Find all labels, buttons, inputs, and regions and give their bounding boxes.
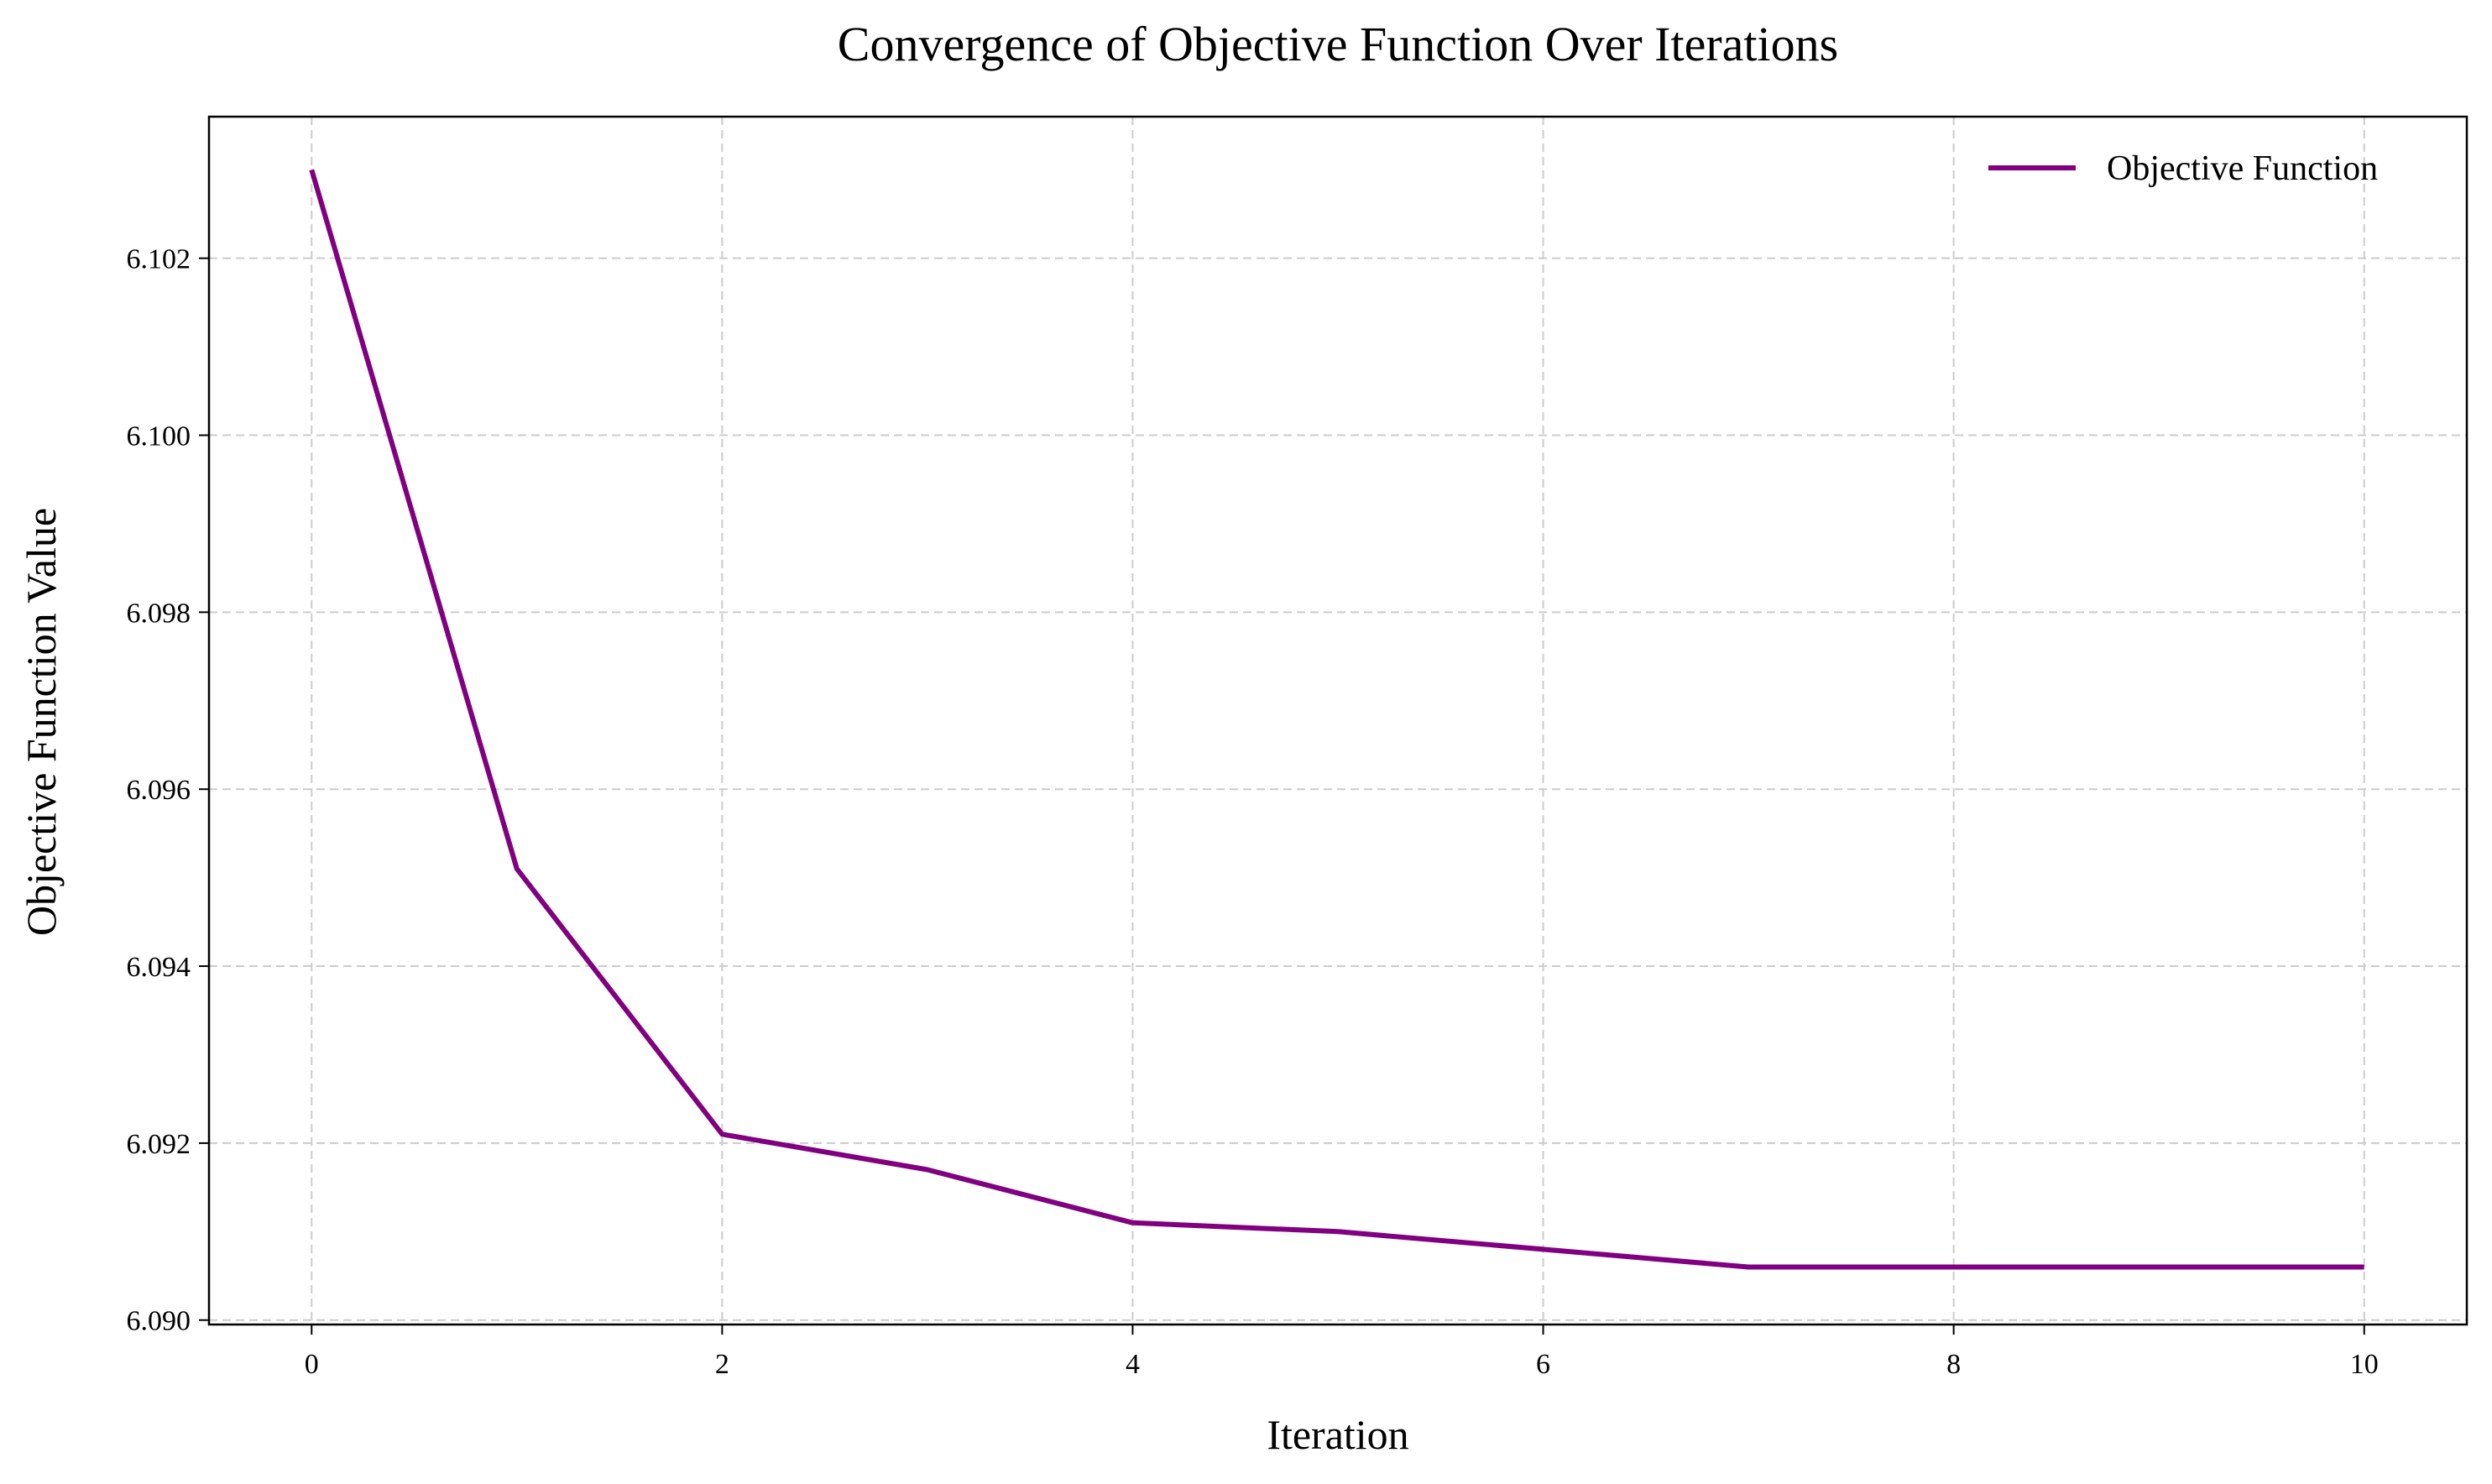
y-tick-label: 6.102 xyxy=(127,244,191,275)
grid-layer xyxy=(209,117,2467,1325)
y-tick-label: 6.090 xyxy=(127,1306,191,1337)
legend-label: Objective Function xyxy=(2107,149,2378,188)
series-line xyxy=(309,169,2364,1270)
chart-title: Convergence of Objective Function Over I… xyxy=(838,17,1838,71)
tick-layer: 0 2 4 6 8 10 6.090 6.092 6.094 6.096 6.098 6.100 6.1… xyxy=(127,244,2379,1380)
y-tick-label: 6.098 xyxy=(127,598,191,629)
x-tick-label: 4 xyxy=(1126,1349,1140,1380)
x-tick-label: 8 xyxy=(1946,1349,1961,1380)
legend: Objective Function xyxy=(1988,149,2378,188)
series-layer xyxy=(309,169,2364,1270)
x-tick-label: 0 xyxy=(305,1349,319,1380)
plot-frame xyxy=(207,115,2468,1326)
x-axis-label: Iteration xyxy=(1267,1411,1408,1458)
y-axis-label: Objective Function Value xyxy=(18,508,65,936)
y-tick-label: 6.100 xyxy=(127,421,191,452)
x-tick-label: 10 xyxy=(2350,1349,2379,1380)
y-tick-label: 6.094 xyxy=(127,952,191,983)
y-tick-label: 6.092 xyxy=(127,1129,191,1160)
x-tick-label: 2 xyxy=(715,1349,729,1380)
x-tick-label: 6 xyxy=(1536,1349,1550,1380)
y-tick-label: 6.096 xyxy=(127,775,191,806)
